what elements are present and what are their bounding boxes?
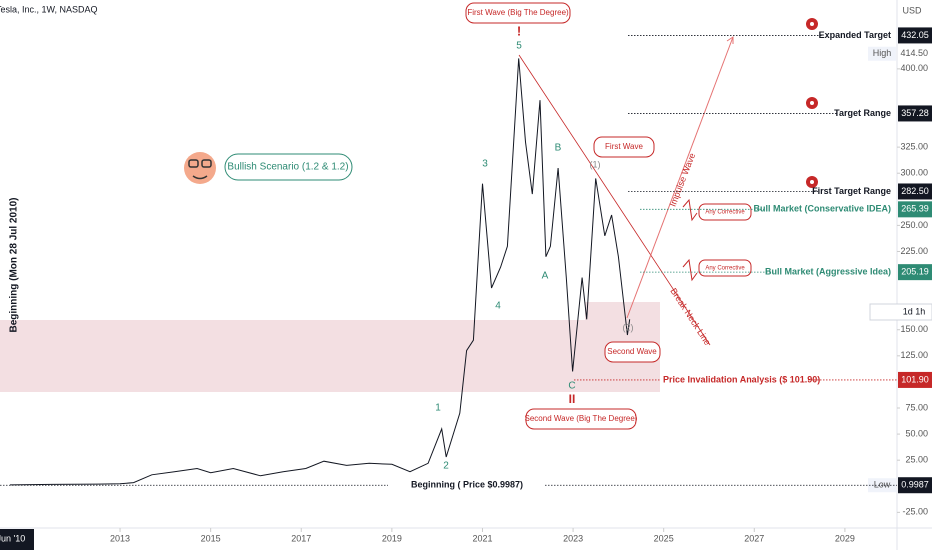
y-tick-label: 125.00 bbox=[900, 350, 928, 360]
level-name: Bull Market (Conservative IDEA) bbox=[753, 204, 891, 214]
wave-label: (1) bbox=[590, 159, 601, 169]
price-badge bbox=[898, 371, 932, 388]
y-tick-label: 75.00 bbox=[905, 402, 928, 412]
note-box bbox=[698, 203, 752, 221]
x-tick-label: 2013 bbox=[110, 533, 130, 543]
wave-label: A bbox=[542, 271, 549, 282]
cursor-date: 28 Jun '10 bbox=[0, 533, 25, 543]
note: Second Wave bbox=[607, 347, 657, 356]
level-name: Expanded Target bbox=[819, 30, 891, 40]
price-badge bbox=[898, 477, 932, 494]
cursor-date-box bbox=[0, 529, 34, 550]
x-tick-label: 2023 bbox=[563, 533, 583, 543]
price-badge-label: 0.9987 bbox=[901, 480, 929, 490]
y-tick-label: 25.00 bbox=[905, 455, 928, 465]
y-tick-label: 50.00 bbox=[905, 428, 928, 438]
x-tick-label: 2017 bbox=[291, 533, 311, 543]
y-tick-label: 400.00 bbox=[900, 63, 928, 73]
x-tick-label: 2021 bbox=[472, 533, 492, 543]
y-tick-label: 225.00 bbox=[900, 246, 928, 256]
level-name: Price Invalidation Analysis ($ 101.90) bbox=[663, 374, 820, 384]
price-badge bbox=[898, 264, 932, 281]
note: First Wave (Big The Degree) bbox=[467, 8, 569, 17]
y-tick-label: 150.00 bbox=[900, 324, 928, 334]
price-badge-label: 265.39 bbox=[901, 204, 929, 214]
wave-mark: ! bbox=[517, 23, 521, 38]
break-neck-line bbox=[518, 54, 711, 346]
level-name: Target Range bbox=[834, 108, 891, 118]
level-name: Beginning ( Price $0.9987) bbox=[411, 480, 523, 490]
emoji bbox=[184, 152, 216, 184]
price-badge-label: 357.28 bbox=[901, 108, 929, 118]
extreme-label: High bbox=[873, 48, 892, 58]
currency: USD bbox=[902, 5, 922, 15]
price-badge-label: 432.05 bbox=[901, 30, 929, 40]
wave-label: (2) bbox=[623, 322, 634, 332]
x-tick-label: 2029 bbox=[835, 533, 855, 543]
note-box bbox=[604, 341, 661, 363]
extreme-box bbox=[868, 46, 896, 61]
price-badge bbox=[898, 201, 932, 218]
note: First Wave bbox=[605, 142, 643, 151]
wave-label: 3 bbox=[482, 159, 488, 170]
note: Any Corrective bbox=[705, 266, 745, 272]
countdown: 1d 1h bbox=[903, 306, 926, 316]
y-tick-label: 250.00 bbox=[900, 220, 928, 230]
wave-label: C bbox=[568, 381, 575, 392]
wave-mark: II bbox=[569, 392, 576, 406]
y-tick-label: 325.00 bbox=[900, 142, 928, 152]
x-tick-label: 2019 bbox=[382, 533, 402, 543]
y-tick-label: -25.00 bbox=[902, 507, 928, 517]
extreme-label: Low bbox=[874, 480, 891, 490]
price-badge-label: 101.90 bbox=[901, 374, 929, 384]
y-tick-label: 300.00 bbox=[900, 168, 928, 178]
zone bbox=[585, 302, 660, 335]
price-badge bbox=[898, 27, 932, 44]
wave-label: 5 bbox=[516, 41, 522, 52]
note-box bbox=[525, 408, 637, 430]
wave-label: 1 bbox=[435, 403, 441, 414]
eye-icons bbox=[806, 18, 818, 188]
note: Any Corrective bbox=[705, 210, 745, 216]
price-line bbox=[9, 58, 631, 486]
x-tick-label: 2015 bbox=[201, 533, 221, 543]
extreme-value: 414.50 bbox=[900, 48, 928, 58]
price-badge-label: 205.19 bbox=[901, 267, 929, 277]
scenario-box bbox=[224, 153, 353, 181]
plot bbox=[9, 58, 631, 486]
price-badge bbox=[898, 183, 932, 200]
zone bbox=[0, 320, 660, 392]
wave-label: 4 bbox=[495, 301, 501, 312]
arrow-head bbox=[726, 36, 734, 44]
zigzag bbox=[682, 258, 698, 282]
x-tick-label: 2027 bbox=[744, 533, 764, 543]
wave-label: 2 bbox=[443, 461, 449, 472]
note-box bbox=[465, 2, 571, 24]
zigzag bbox=[682, 198, 698, 222]
level-name: First Target Range bbox=[812, 186, 891, 196]
note: Second Wave (Big The Degree) bbox=[525, 414, 638, 423]
wave-labels: 5 3 4 1 2 A B C (1) (2) bbox=[435, 41, 633, 472]
impulse-arrow bbox=[626, 36, 734, 319]
level-name: Bull Market (Aggressive Idea) bbox=[765, 267, 891, 277]
scenario-label: Bullish Scenario (1.2 & 1.2) bbox=[227, 162, 348, 173]
x-tick-label: 2025 bbox=[654, 533, 674, 543]
note-box bbox=[593, 136, 655, 158]
wave-label: B bbox=[555, 143, 562, 154]
price-badge-label: 282.50 bbox=[901, 186, 929, 196]
chart-title: Tesla, Inc., 1W, NASDAQ bbox=[0, 4, 98, 14]
price-badge bbox=[898, 105, 932, 122]
y-axis-label: Beginning (Mon 28 Jul 2010) bbox=[9, 197, 20, 332]
countdown-box bbox=[869, 303, 932, 321]
